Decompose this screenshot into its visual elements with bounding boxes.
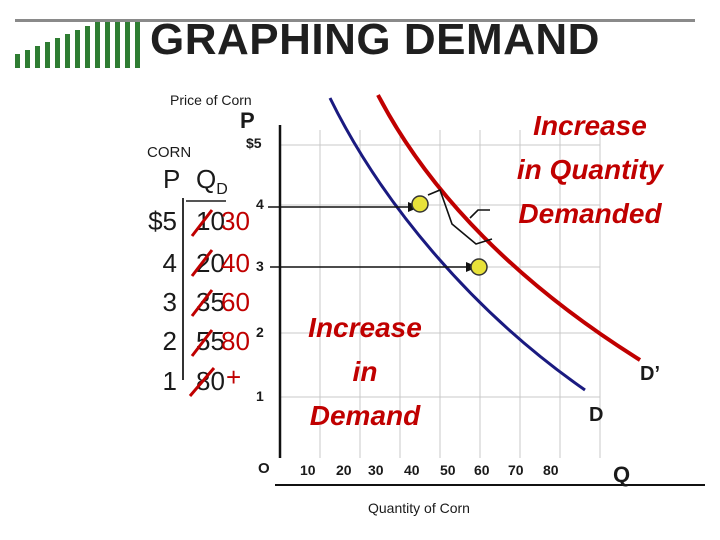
origin-label: O [258, 460, 270, 477]
y-tick-label: $5 [246, 135, 262, 151]
y-tick-label: 4 [256, 196, 264, 212]
table-row-qty-new: 40 [221, 248, 250, 278]
table-header-p: P [163, 164, 181, 194]
slide-title: GRAPHING DEMAND [150, 15, 600, 64]
quantity-axis-letter: Q [613, 462, 631, 487]
table-header-rule [186, 200, 226, 202]
demand-curve-d [328, 97, 586, 392]
strike-mark [190, 249, 214, 277]
y-tick-label: 1 [256, 388, 264, 404]
point-price-3-d [470, 258, 488, 276]
point-price-4-d-prime [411, 195, 429, 213]
x-tick-label: 30 [368, 462, 384, 478]
table-row-price: 2 [162, 326, 177, 356]
quantity-axis-caption: Quantity of Corn [368, 500, 470, 516]
x-tick-label: 40 [404, 462, 420, 478]
annotation-quantity-demanded: Increase in Quantity Demanded [516, 110, 664, 229]
strike-mark [190, 289, 214, 317]
strike-mark [190, 209, 214, 237]
table-row-qty-new: 60 [221, 287, 250, 317]
curve-label-d-prime: D’ [640, 363, 660, 385]
price-axis-caption: Price of Corn [170, 92, 252, 108]
annotation-increase-in-demand: Increase in Demand [308, 312, 422, 431]
table-row-qty-new: 80 [221, 326, 250, 356]
table-header-q-subscript: D [216, 181, 228, 199]
strike-mark [188, 367, 216, 397]
price-axis-letter: P [240, 108, 255, 133]
strike-mark [190, 329, 214, 357]
curve-label-d: D [589, 404, 604, 426]
table-header-q-letter: Q [196, 164, 217, 194]
table-row-price: $5 [148, 206, 177, 236]
table-header-q: QD [196, 164, 228, 199]
grid [280, 130, 601, 458]
y-tick-label: 3 [256, 258, 264, 274]
title-decoration [15, 22, 155, 68]
x-tick-label: 50 [440, 462, 456, 478]
bracket-brace-arm [469, 209, 490, 219]
table-row-price: 1 [162, 366, 177, 396]
table-row-qty-new: + [226, 362, 242, 392]
table-strike-marks [188, 209, 216, 397]
title-rule [15, 19, 695, 22]
x-tick-label: 10 [300, 462, 316, 478]
table-caption: CORN [147, 144, 192, 161]
x-tick-label: 70 [508, 462, 524, 478]
demand-curve-d-prime [376, 94, 642, 362]
table-row-price: 3 [162, 287, 177, 317]
bracket-brace [427, 188, 493, 245]
x-tick-label: 80 [543, 462, 559, 478]
table-row-price: 4 [162, 248, 177, 278]
x-tick-label: 60 [474, 462, 490, 478]
table-divider [182, 198, 184, 380]
table-row-qty-new: 30 [221, 206, 250, 236]
y-tick-label: 2 [256, 324, 264, 340]
x-tick-label: 20 [336, 462, 352, 478]
